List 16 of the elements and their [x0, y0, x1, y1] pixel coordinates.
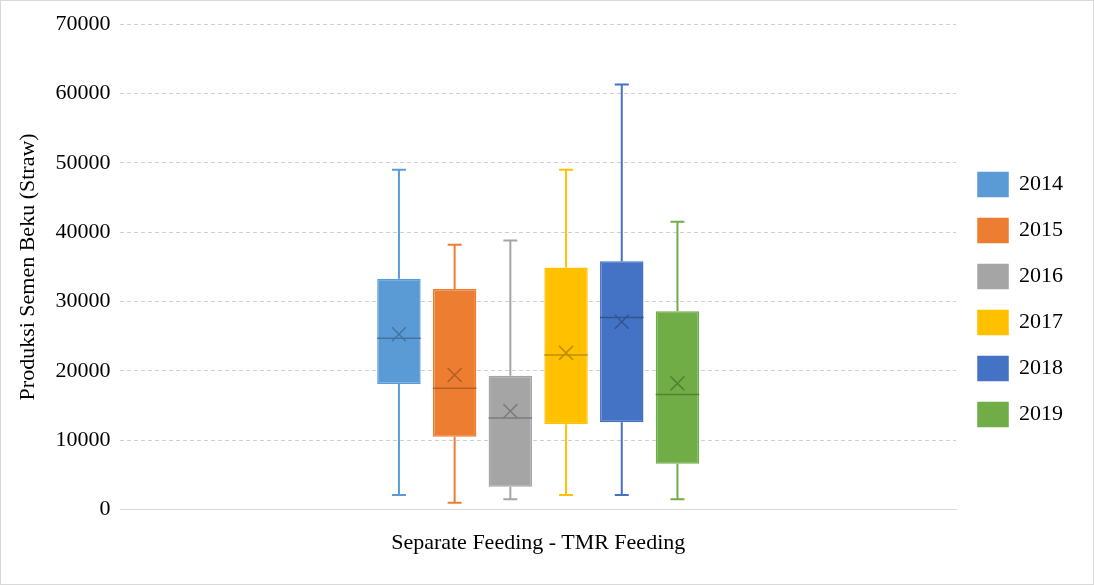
legend-label: 2018	[1019, 354, 1063, 380]
legend-label: 2019	[1019, 400, 1063, 426]
y-axis-title: Produksi Semen Beku (Straw)	[13, 133, 39, 401]
y-tick-label: 10000	[55, 426, 111, 452]
legend-label: 2015	[1019, 216, 1063, 242]
y-tick-label: 60000	[55, 79, 111, 105]
y-tick-label: 30000	[55, 287, 111, 313]
y-tick-label: 70000	[55, 9, 111, 35]
y-tick-label: 0	[99, 495, 111, 521]
y-tick-label: 20000	[55, 356, 111, 382]
x-tick-label: Separate Feeding - TMR Feeding	[391, 528, 686, 554]
legend-label: 2016	[1019, 262, 1063, 288]
legend-label: 2017	[1019, 308, 1063, 334]
y-tick-label: 40000	[55, 218, 111, 244]
y-tick-label: 50000	[55, 148, 111, 174]
legend-label: 2014	[1019, 170, 1063, 196]
